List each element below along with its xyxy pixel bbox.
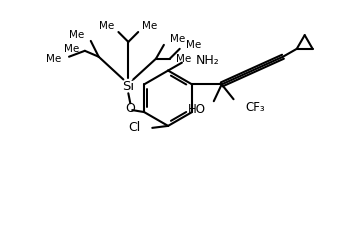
- Text: Si: Si: [122, 80, 134, 93]
- Text: Me: Me: [64, 44, 79, 54]
- Text: Me: Me: [69, 30, 84, 40]
- Text: HO: HO: [188, 103, 206, 116]
- Text: O: O: [125, 102, 135, 115]
- Text: Me: Me: [99, 21, 114, 31]
- Text: CF₃: CF₃: [245, 101, 265, 114]
- Text: NH₂: NH₂: [196, 54, 219, 67]
- Text: Me: Me: [170, 34, 185, 44]
- Text: Me: Me: [186, 40, 201, 50]
- Text: Me: Me: [46, 54, 61, 64]
- Text: Me: Me: [176, 54, 191, 64]
- Text: Cl: Cl: [128, 121, 140, 134]
- Text: Me: Me: [142, 21, 158, 31]
